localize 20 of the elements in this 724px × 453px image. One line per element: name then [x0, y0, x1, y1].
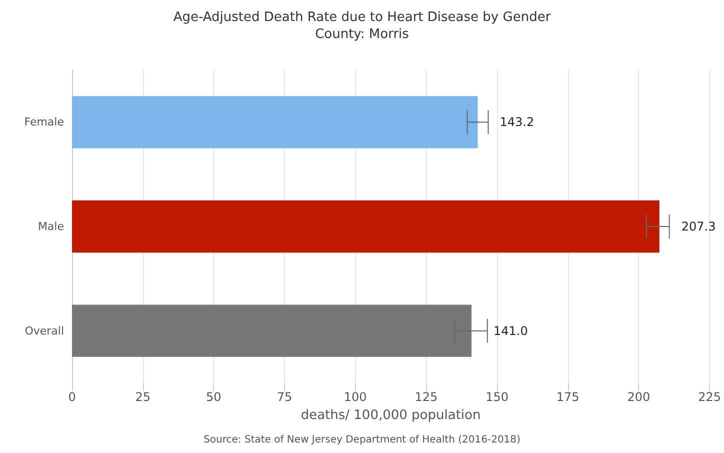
data-label: 207.3 — [681, 220, 716, 234]
x-tick-label: 125 — [414, 390, 438, 404]
data-label: 141.0 — [494, 324, 528, 338]
y-tick-label: Male — [38, 220, 64, 233]
x-tick-label: 25 — [135, 390, 150, 404]
x-tick-label: 50 — [206, 390, 222, 404]
x-axis-title: deaths/ 100,000 population — [300, 408, 481, 423]
x-tick-label: 150 — [486, 390, 508, 404]
x-tick-label: 100 — [344, 390, 367, 404]
y-tick-label: Overall — [24, 324, 64, 338]
y-tick-label: Female — [24, 116, 64, 129]
x-tick-label: 200 — [627, 390, 650, 404]
x-tick-label: 75 — [276, 390, 292, 404]
x-tick-label: 225 — [698, 390, 721, 404]
data-label: 143.2 — [500, 115, 534, 130]
source-note: Source: State of New Jersey Department of Health (2016-2018) — [204, 434, 521, 446]
x-tick-label: 175 — [556, 390, 580, 404]
chart-subtitle: County: Morris — [315, 27, 410, 42]
x-tick-label: 0 — [68, 390, 76, 404]
chart-title: Age-Adjusted Death Rate due to Heart Disease by Gender — [173, 10, 552, 25]
